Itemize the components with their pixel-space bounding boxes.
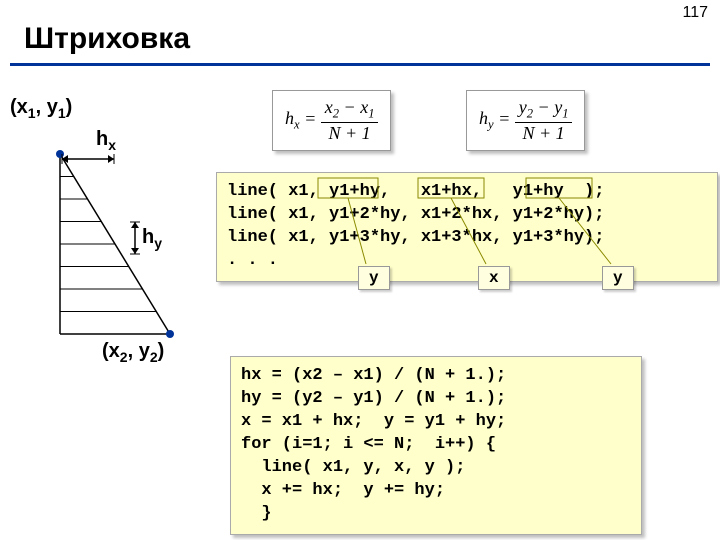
code-block-loop: hx = (x2 – x1) / (N + 1.); hy = (y2 – y1…: [230, 356, 642, 535]
formula-hx-den: N + 1: [321, 123, 379, 144]
formula-hy-num: y2 − y1: [515, 97, 573, 123]
formula-hy-den: N + 1: [515, 123, 573, 144]
hy-arrow: [128, 218, 142, 258]
formula-hy: hy = y2 − y1 N + 1: [466, 90, 585, 151]
coord-end-label: (x2, y2): [102, 340, 164, 365]
hx-arrow: [58, 152, 118, 166]
coord-start-label: (x1, y1): [10, 96, 72, 121]
page-title: Штриховка: [24, 22, 190, 56]
code-block-expanded: line( x1, y1+hy, x1+hx, y1+hy ); line( x…: [216, 172, 718, 282]
formula-hx-lhs: hx: [285, 108, 300, 128]
hatching-diagram: [40, 140, 200, 340]
formula-hy-lhs: hy: [479, 108, 494, 128]
title-rule: [10, 63, 710, 66]
formula-hx: hx = x2 − x1 N + 1: [272, 90, 391, 151]
callout-x: x: [478, 266, 510, 290]
callout-y2: y: [602, 266, 634, 290]
page-number: 117: [682, 4, 708, 22]
callout-y1: y: [358, 266, 390, 290]
formula-hx-num: x2 − x1: [321, 97, 379, 123]
